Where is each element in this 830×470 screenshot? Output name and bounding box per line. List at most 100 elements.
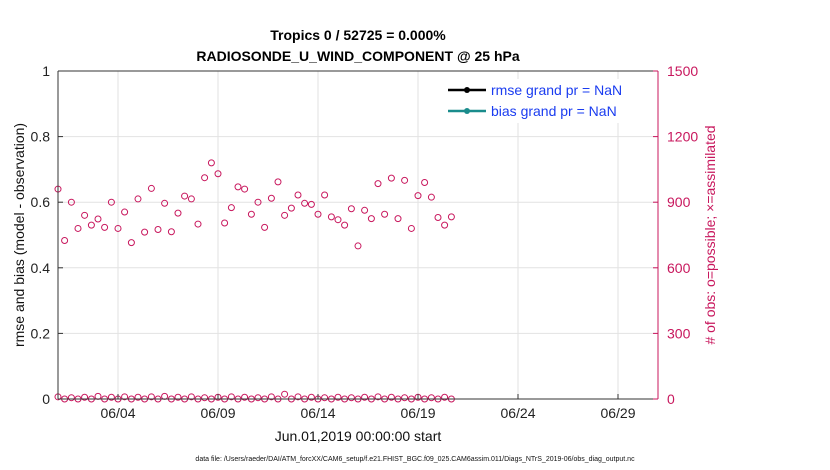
obs-possible-point [127, 239, 135, 247]
obs-possible-point [381, 210, 389, 218]
chart-subtitle: RADIOSONDE_U_WIND_COMPONENT @ 25 hPa [196, 48, 519, 64]
obs-possible-point [134, 195, 142, 203]
obs-possible-point [281, 211, 289, 219]
obs-assimilated-point [347, 394, 355, 402]
obs-possible-point [81, 211, 89, 219]
obs-possible-point [407, 224, 415, 232]
obs-possible-point [307, 200, 315, 208]
obs-assimilated-point [67, 394, 75, 402]
obs-possible-point [394, 215, 402, 223]
right-tick-label: 300 [667, 325, 691, 341]
x-tick-label: 06/14 [300, 405, 335, 421]
obs-possible-point [94, 215, 102, 223]
obs-possible-point [447, 213, 455, 221]
obs-assimilated-point [321, 394, 329, 402]
obs-possible-point [141, 228, 149, 236]
chart-title: Tropics 0 / 52725 = 0.000% [270, 27, 446, 43]
obs-possible-point [334, 216, 342, 224]
obs-possible-point [441, 221, 449, 229]
obs-possible-point [194, 220, 202, 228]
right-tick-label: 1200 [667, 129, 698, 145]
obs-assimilated-point [174, 393, 182, 401]
obs-possible-point [87, 221, 95, 229]
obs-assimilated-point [267, 393, 275, 401]
obs-assimilated-point [147, 393, 155, 401]
obs-possible-point [121, 208, 129, 216]
obs-possible-point [367, 215, 375, 223]
obs-possible-point [434, 214, 442, 222]
obs-possible-point [261, 223, 269, 231]
obs-assimilated-point [401, 394, 409, 402]
left-tick-labels: 0 0.2 0.4 0.6 0.8 1 [31, 63, 63, 407]
obs-assimilated-point [361, 393, 369, 401]
obs-possible-point [347, 205, 355, 213]
obs-possible-point [254, 198, 262, 206]
y-tick-label: 0.8 [31, 129, 51, 145]
right-tick-label: 900 [667, 194, 691, 210]
obs-possible-point [101, 223, 109, 231]
obs-possible-point [354, 242, 362, 250]
obs-assimilated-point [281, 390, 289, 398]
obs-possible-point [327, 213, 335, 221]
obs-assimilated-point [334, 393, 342, 401]
legend-rmse-label: rmse grand pr = NaN [491, 82, 622, 98]
obs-possible-point [201, 174, 209, 182]
x-tick-label: 06/29 [600, 405, 635, 421]
obs-possible-point [227, 204, 235, 212]
obs-possible-point [421, 179, 429, 187]
obs-assimilated-point [201, 394, 209, 402]
legend-box [444, 79, 651, 123]
obs-possible-point [221, 219, 229, 227]
obs-assimilated-point [374, 393, 382, 401]
obs-possible-point [401, 176, 409, 184]
obs-possible-point [374, 180, 382, 188]
obs-assimilated-point [81, 393, 89, 401]
obs-possible-point [74, 224, 82, 232]
obs-possible-point [174, 209, 182, 217]
obs-assimilated-point [107, 393, 115, 401]
right-tick-labels: 0 300 600 900 1200 1500 [653, 63, 698, 407]
obs-possible-point [147, 184, 155, 192]
obs-possible-point [414, 192, 422, 200]
right-tick-label: 0 [667, 391, 675, 407]
y-axis-label: rmse and bias (model - observation) [11, 123, 27, 347]
obs-assimilated-point [187, 393, 195, 401]
y-tick-label: 0.2 [31, 325, 51, 341]
obs-possible-point [314, 210, 322, 218]
obs-possible-point [181, 192, 189, 200]
x-tick-label: 06/09 [200, 405, 235, 421]
obs-assimilated-point [254, 394, 262, 402]
obs-possible-point [167, 228, 175, 236]
obs-possible-point [294, 191, 302, 199]
obs-possible-point [214, 170, 222, 178]
obs-possible-point [427, 193, 435, 201]
obs-assimilated-point [134, 393, 142, 401]
x-tick-label: 06/04 [100, 405, 135, 421]
obs-assimilated-point [294, 393, 302, 401]
legend: rmse grand pr = NaN bias grand pr = NaN [444, 79, 651, 123]
obs-possible-point [387, 174, 395, 182]
grid-lines [58, 71, 658, 399]
x-tick-label: 06/24 [500, 405, 535, 421]
obs-possible-point [61, 236, 69, 244]
x-tick-labels: 06/04 06/09 06/14 06/19 06/24 06/29 [100, 394, 636, 421]
y-tick-label: 0.4 [31, 260, 51, 276]
obs-possible-point [274, 178, 282, 186]
plot-area [58, 71, 658, 399]
x-tick-label: 06/19 [400, 405, 435, 421]
right-tick-label: 600 [667, 260, 691, 276]
obs-possible-point [207, 159, 215, 167]
obs-assimilated-point [441, 393, 449, 401]
y-tick-label: 1 [42, 63, 50, 79]
obs-possible-point [187, 195, 195, 203]
y-tick-label: 0 [42, 391, 50, 407]
obs-assimilated-point [387, 393, 395, 401]
obs-possible-point [247, 210, 255, 218]
obs-possible-point [321, 191, 329, 199]
obs-assimilated-point [307, 393, 315, 401]
obs-possible-point [67, 198, 75, 206]
obs-assimilated-point [241, 393, 249, 401]
legend-bias-marker [464, 108, 470, 114]
obs-possible-point [301, 199, 309, 207]
